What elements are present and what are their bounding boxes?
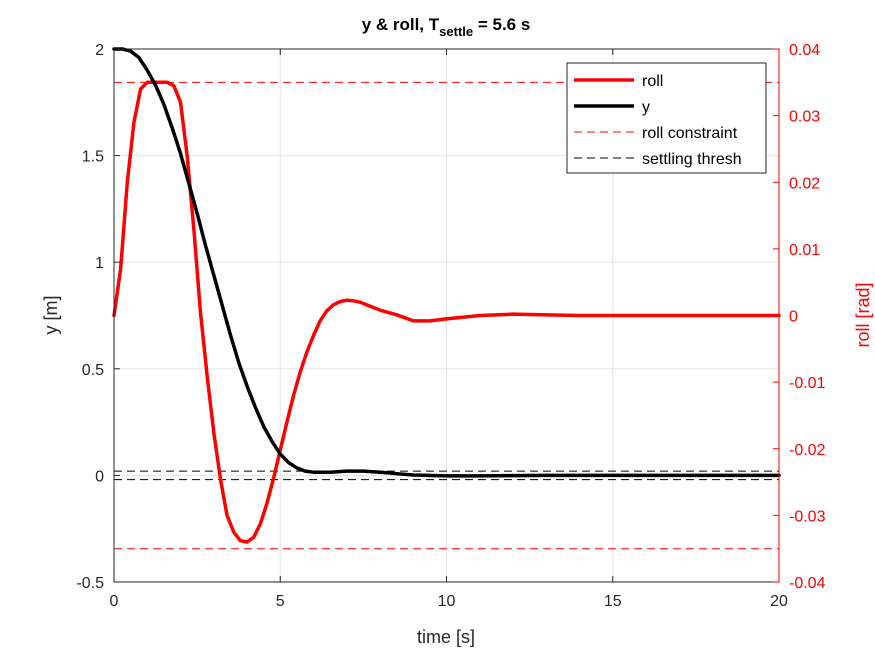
x-axis: 0 5 10 15 20 — [110, 49, 788, 610]
x-axis-label: time [s] — [417, 627, 475, 647]
legend: roll y roll constraint settling thresh — [566, 62, 767, 174]
y-right-tick-label: 0.04 — [789, 42, 820, 59]
x-tick-label: 15 — [604, 593, 622, 610]
chart-title-suffix: = 5.6 s — [473, 15, 530, 34]
x-tick-label: 0 — [110, 593, 119, 610]
y-right-tick-label: 0.02 — [789, 175, 820, 192]
series-line-y — [112, 47, 781, 478]
y-right-axis: -0.04 -0.03 -0.02 -0.01 0 0.01 0.02 0.03 0.04 — [773, 42, 826, 592]
y-left-tick-label: 1.5 — [82, 149, 104, 166]
series-line-roll — [112, 80, 781, 544]
y-left-tick-label: -0.5 — [76, 575, 104, 592]
y-right-tick-label: -0.01 — [789, 375, 826, 392]
x-tick-label: 10 — [438, 593, 456, 610]
y-right-tick-label: -0.03 — [789, 508, 826, 525]
legend-label-roll-constraint: roll constraint — [642, 125, 738, 142]
series-lines — [112, 47, 781, 544]
y-left-tick-label: 0.5 — [82, 362, 104, 379]
y-left-axis-label: y [m] — [41, 296, 61, 335]
y-right-tick-label: -0.02 — [789, 442, 826, 459]
legend-label-settling-thresh: settling thresh — [642, 151, 742, 168]
y-right-tick-label: 0.03 — [789, 109, 820, 126]
legend-label-roll: roll — [642, 73, 663, 90]
y-right-tick-label: 0 — [789, 309, 798, 326]
chart-title-subscript: settle — [439, 24, 473, 39]
y-left-axis: -0.5 0 0.5 1 1.5 2 — [76, 42, 120, 592]
chart-title: y & roll, Tsettle = 5.6 s — [362, 15, 531, 39]
y-right-tick-label: 0.01 — [789, 242, 820, 259]
x-tick-label: 5 — [276, 593, 285, 610]
legend-label-y: y — [642, 99, 650, 116]
y-left-tick-label: 0 — [95, 468, 104, 485]
y-right-tick-label: -0.04 — [789, 575, 826, 592]
x-tick-label: 20 — [770, 593, 788, 610]
y-left-tick-label: 2 — [95, 42, 104, 59]
y-left-tick-label: 1 — [95, 255, 104, 272]
threshold-lines — [114, 81, 779, 550]
chart-title-main: y & roll, T — [362, 15, 440, 34]
y-right-axis-label: roll [rad] — [853, 282, 873, 347]
